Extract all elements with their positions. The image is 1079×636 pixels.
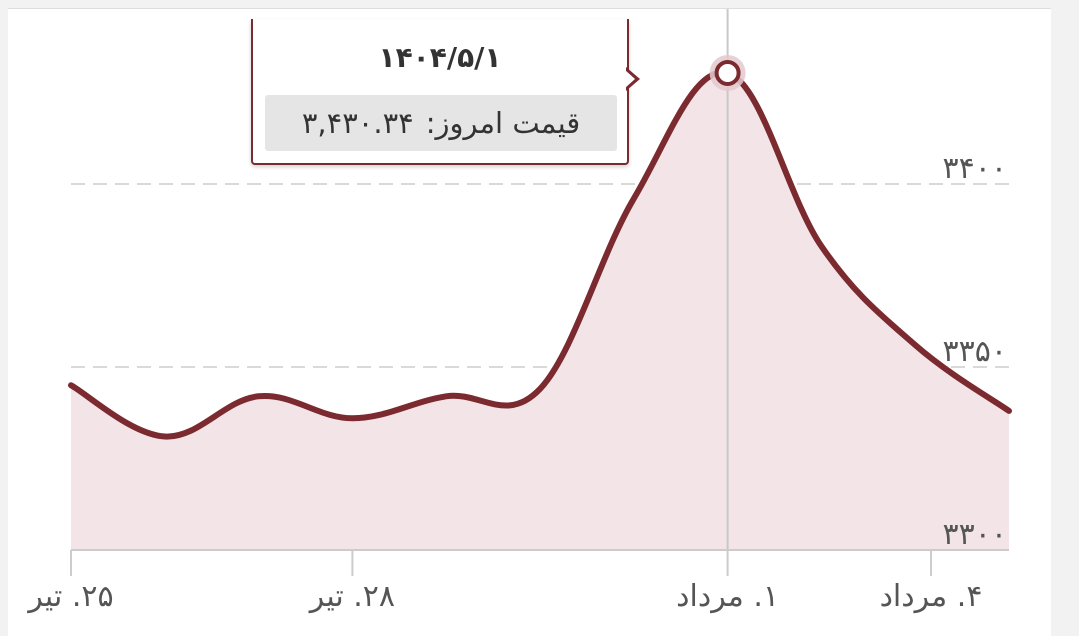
x-tick-label: ۲۸. تیر — [308, 579, 395, 614]
series-line[interactable] — [68, 69, 1012, 440]
price-chart[interactable]: ۲۵. تیر ۲۸. تیر ۱. مرداد ۴. مرداد ۳۳۰۰۳۳۵۰۳… — [8, 9, 1051, 636]
x-axis: ۲۵. تیر ۲۸. تیر ۱. مرداد ۴. مرداد — [26, 549, 1009, 614]
y-tick-label: ۳۳۵۰ — [943, 334, 1007, 369]
data-point-marker[interactable] — [714, 59, 741, 86]
x-tick-label: ۲۵. تیر — [26, 579, 113, 614]
hover-marker — [709, 54, 746, 91]
tooltip-date: ۱۴۰۴/۵/۱ — [378, 41, 502, 74]
chart-card: ۲۵. تیر ۲۸. تیر ۱. مرداد ۴. مرداد ۳۳۰۰ ۳۳۵۰ ۳… — [8, 8, 1051, 636]
chart-tooltip: ۱۴۰۴/۵/۱ قیمت امروز: ۳,۴۳۰.۳۴ — [251, 19, 629, 165]
y-tick-label: ۳۳۰۰ — [943, 517, 1007, 552]
y-tick-label: ۳۴۰۰ — [943, 151, 1007, 186]
y-axis-labels: ۳۳۰۰ ۳۳۵۰ ۳۴۰۰ — [943, 151, 1007, 552]
area-fill — [71, 72, 1009, 550]
tooltip-arrow-inner — [625, 70, 635, 88]
tooltip-value: ۳,۴۳۰.۳۴ — [301, 106, 414, 140]
tooltip-value-box: قیمت امروز: ۳,۴۳۰.۳۴ — [265, 95, 617, 151]
tooltip-label: قیمت امروز: — [425, 106, 581, 140]
x-tick-label: ۱. مرداد — [676, 579, 779, 614]
x-tick-label: ۴. مرداد — [880, 579, 983, 614]
